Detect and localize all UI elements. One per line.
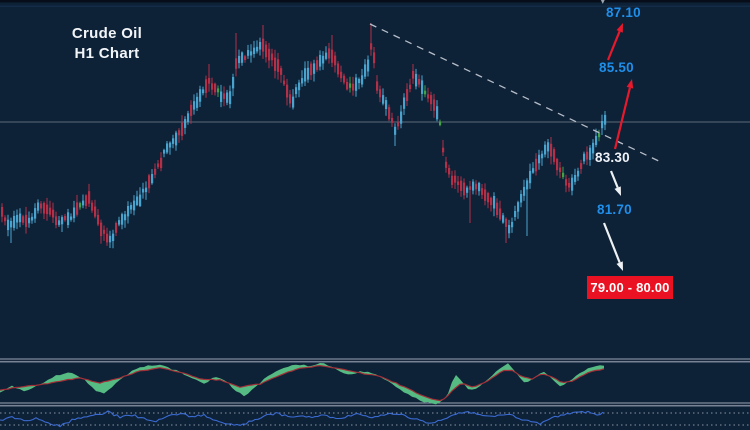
marker-triangle-icon: ▾ (600, 0, 606, 7)
price-label-85-50[interactable]: 85.50 (599, 60, 634, 75)
window-top-edge (0, 0, 750, 3)
chart-title-instrument: Crude Oil (71, 25, 143, 42)
indicator-panel-1[interactable] (0, 363, 605, 405)
oscillator-blue-line (0, 410, 604, 428)
indicator-panel-2[interactable] (0, 410, 750, 428)
arrow-red-1[interactable] (606, 23, 623, 61)
oscillator-signal-line (0, 364, 605, 402)
panel-divider-1[interactable] (0, 358, 750, 363)
target-zone-box[interactable]: 79.00 - 80.00 (587, 276, 673, 299)
price-label-83-30[interactable]: 83.30 (595, 150, 630, 165)
price-label-81-70[interactable]: 81.70 (597, 202, 632, 217)
chart-title-timeframe: H1 Chart (74, 45, 140, 62)
candlestick-series (1, 23, 607, 249)
price-label-87-10[interactable]: 87.10 (606, 5, 641, 20)
annotation-arrows (602, 23, 634, 271)
arrow-red-2[interactable] (613, 79, 634, 150)
descending-trendline[interactable] (369, 23, 664, 164)
chart-title: Crude Oil H1 Chart (58, 24, 156, 64)
arrow-white-4[interactable] (602, 222, 623, 271)
panel-divider-2[interactable] (0, 402, 750, 407)
arrow-white-3[interactable] (609, 170, 621, 196)
